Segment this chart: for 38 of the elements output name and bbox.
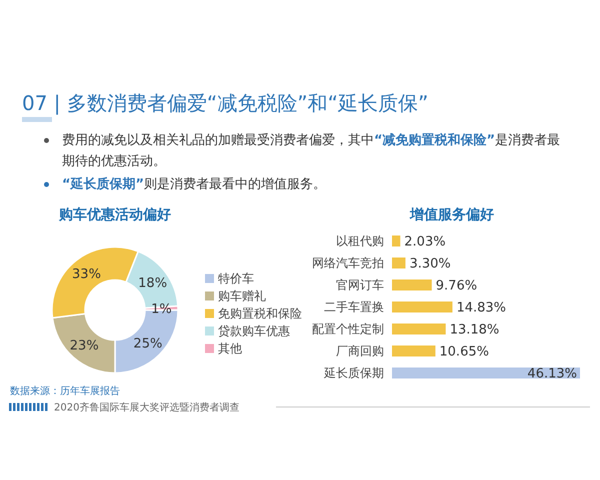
text: 费用的减免以及相关礼品的加赠最受消费者偏爱，其中“减免购置税和保险”是消费者最期待的优惠活动。 xyxy=(62,133,560,169)
legend-label: 特价车 xyxy=(218,272,254,286)
bar xyxy=(392,346,436,356)
bar xyxy=(392,368,580,378)
text: 07 | 多数消费者偏爱“减免税险”和“延长质保” xyxy=(22,90,428,116)
y-tick-label: 二手车置换 xyxy=(324,300,384,314)
source-note: 数据来源：历年车展报告 xyxy=(10,385,120,397)
text: “延长质保期”则是消费者最看中的增值服务。 xyxy=(62,176,328,194)
y-tick-label: 官网订车 xyxy=(336,278,384,292)
data-label: 9.76% xyxy=(436,278,478,294)
y-tick-label: 厂商回购 xyxy=(336,344,384,358)
y-tick-label: 延长质保期 xyxy=(323,366,384,380)
data-label: 18% xyxy=(138,276,168,292)
legend-label: 贷款购车优惠 xyxy=(218,324,290,338)
data-label: 23% xyxy=(70,338,99,354)
data-label: 46.13% xyxy=(527,366,577,382)
data-label: 10.65% xyxy=(439,344,489,360)
bar xyxy=(392,236,400,246)
chart-title: 增值服务偏好 xyxy=(409,207,494,223)
data-label: 2.03% xyxy=(404,234,446,250)
data-label: 3.30% xyxy=(409,256,451,272)
text: 2020齐鲁国际车展大奖评选暨消费者调查 xyxy=(54,402,240,414)
data-label: 33% xyxy=(72,266,101,282)
chart-title: 购车优惠活动偏好 xyxy=(58,206,171,223)
legend-label: 免购置税和保险 xyxy=(218,306,302,321)
bar xyxy=(392,324,446,334)
y-tick-label: 网络汽车竞拍 xyxy=(312,256,384,270)
y-tick-label: 以租代购 xyxy=(336,234,384,248)
legend-label: 其他 xyxy=(218,342,242,356)
legend-label: 购车赠礼 xyxy=(218,289,266,304)
y-tick-label: 配置个性定制 xyxy=(312,322,384,336)
data-label: 13.18% xyxy=(450,322,500,338)
data-label: 14.83% xyxy=(456,300,506,316)
bar xyxy=(392,280,432,290)
data-label: 25% xyxy=(133,336,162,352)
bar xyxy=(392,302,452,312)
data-label: 1% xyxy=(151,302,172,318)
bar xyxy=(392,258,406,268)
